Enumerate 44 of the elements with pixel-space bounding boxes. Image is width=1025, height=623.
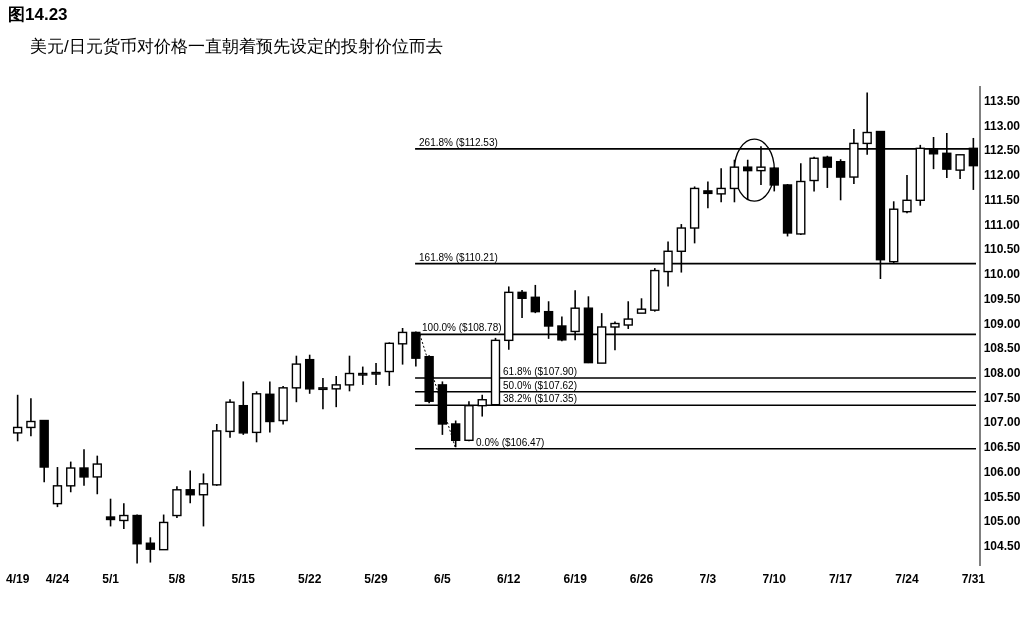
x-tick-label: 5/1 — [102, 572, 120, 586]
ref-line-label: 0.0% ($106.47) — [476, 436, 545, 448]
title: 图14.23 — [8, 5, 68, 24]
y-tick-label: 107.00 — [983, 415, 1021, 430]
ref-line-label: 161.8% ($110.21) — [419, 251, 498, 263]
x-tick-label: 7/31 — [961, 572, 986, 586]
y-tick-label: 110.50 — [983, 242, 1021, 257]
x-tick-label: 6/26 — [629, 572, 654, 586]
ref-line-label: 261.8% ($112.53) — [419, 136, 498, 148]
y-tick-label: 113.50 — [983, 93, 1021, 108]
subtitle: 美元/日元货币对价格一直朝着预先设定的投射价位而去 — [30, 37, 443, 56]
ref-line-label: 38.2% ($107.35) — [503, 393, 578, 405]
y-tick-label: 110.00 — [983, 267, 1021, 282]
y-tick-label: 109.50 — [983, 291, 1021, 306]
x-tick-label: 6/12 — [497, 572, 521, 586]
y-tick-label: 105.50 — [983, 489, 1021, 504]
x-tick-label: 7/17 — [828, 572, 853, 586]
y-tick-label: 108.00 — [983, 366, 1021, 381]
y-tick-label: 106.00 — [983, 464, 1021, 479]
y-tick-label: 104.50 — [983, 539, 1021, 554]
x-tick-label: 7/10 — [762, 572, 787, 586]
x-tick-label: 5/29 — [364, 572, 389, 586]
y-tick-label: 106.50 — [983, 440, 1021, 455]
x-tick-label: 5/15 — [231, 572, 256, 586]
x-tick-label: 4/19 — [5, 572, 30, 586]
ref-line-label: 50.0% ($107.62) — [503, 379, 578, 391]
y-tick-label: 108.50 — [983, 341, 1021, 356]
x-tick-label: 5/22 — [297, 572, 322, 586]
y-tick-label: 105.00 — [983, 514, 1021, 529]
y-tick-label: 111.00 — [984, 217, 1021, 232]
ref-line-label: 100.0% ($108.78) — [422, 322, 502, 334]
x-tick-label: 6/19 — [563, 572, 588, 586]
x-tick-label: 5/8 — [168, 572, 186, 586]
ref-line-label: 61.8% ($107.90) — [503, 365, 578, 377]
x-tick-label: 4/24 — [45, 572, 70, 586]
x-tick-label: 6/5 — [434, 572, 452, 586]
y-tick-label: 109.00 — [983, 316, 1021, 331]
y-tick-label: 112.50 — [983, 143, 1021, 158]
y-tick-label: 112.00 — [983, 168, 1021, 183]
x-tick-label: 7/24 — [895, 572, 919, 586]
y-tick-label: 111.50 — [984, 192, 1021, 207]
y-tick-label: 107.50 — [983, 390, 1021, 405]
x-tick-label: 7/3 — [699, 572, 717, 586]
y-tick-label: 113.00 — [983, 118, 1021, 133]
